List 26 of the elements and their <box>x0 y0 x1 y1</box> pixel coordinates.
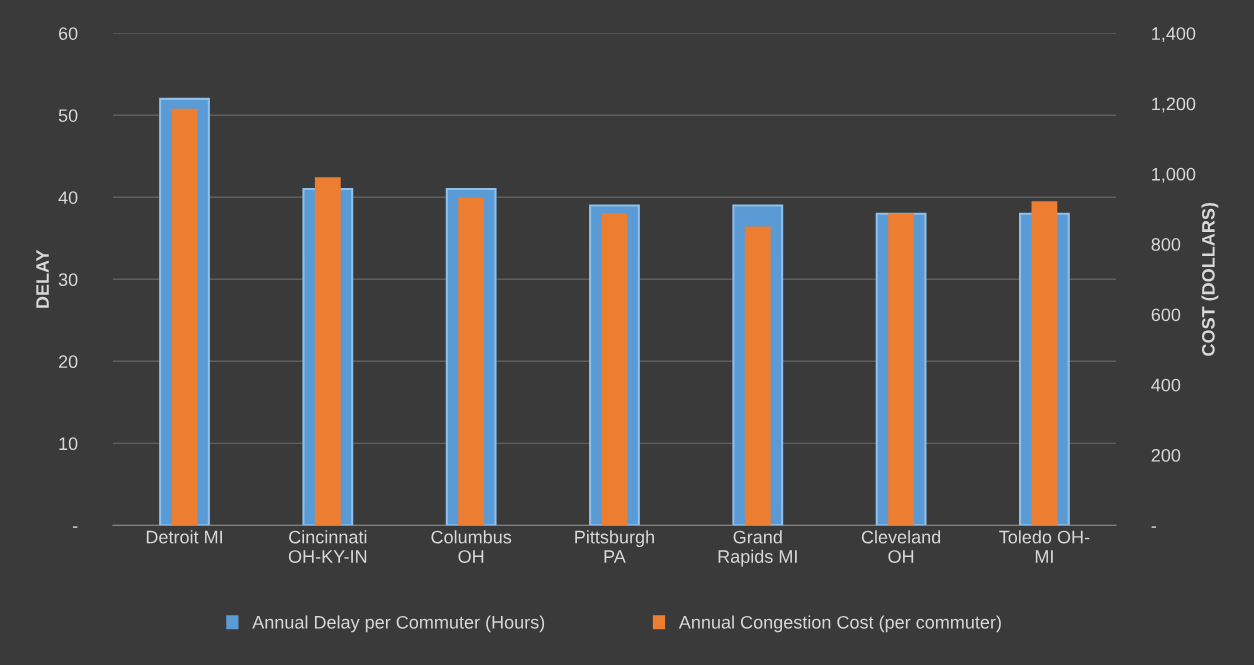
y2-axis-title: COST (DOLLARS) <box>1201 202 1219 356</box>
y2-tick-label: 1,400 <box>1152 27 1196 43</box>
x-tick-label: Toledo OH- MI <box>999 530 1090 563</box>
y-axis-title: DELAY <box>36 249 49 308</box>
x-tick-label: Pittsburgh PA <box>575 530 654 563</box>
legend-label: Annual Congestion Cost (per commuter) <box>678 615 1001 633</box>
y2-tick-label: 400 <box>1151 378 1181 392</box>
y-tick-label: 10 <box>59 437 78 451</box>
y-tick-label: 30 <box>58 273 78 287</box>
y2-tick-label: 200 <box>1151 448 1181 462</box>
y2-tick-label: 600 <box>1151 308 1181 322</box>
y-tick-label: 40 <box>58 191 78 204</box>
y-tick-label: 50 <box>58 109 78 122</box>
x-tick-label: Columbus OH <box>431 530 512 563</box>
x-tick-label: Grand Rapids MI <box>718 530 797 567</box>
legend-label: Annual Delay per Commuter (Hours) <box>252 615 545 633</box>
y-tick-label: 60 <box>58 27 78 40</box>
y2-tick-label: 1,000 <box>1152 167 1196 183</box>
y2-tick-label: 1,200 <box>1152 97 1196 113</box>
x-tick-label: Cleveland OH <box>861 530 941 563</box>
x-tick-label: Cincinnati OH-KY-IN <box>288 530 367 563</box>
y2-tick-label: 800 <box>1151 238 1181 251</box>
y-tick-label: 20 <box>58 355 78 369</box>
y-tick-label: - <box>72 526 78 528</box>
x-tick-label: Detroit MI <box>146 530 222 544</box>
y2-tick-label: - <box>1151 526 1156 528</box>
